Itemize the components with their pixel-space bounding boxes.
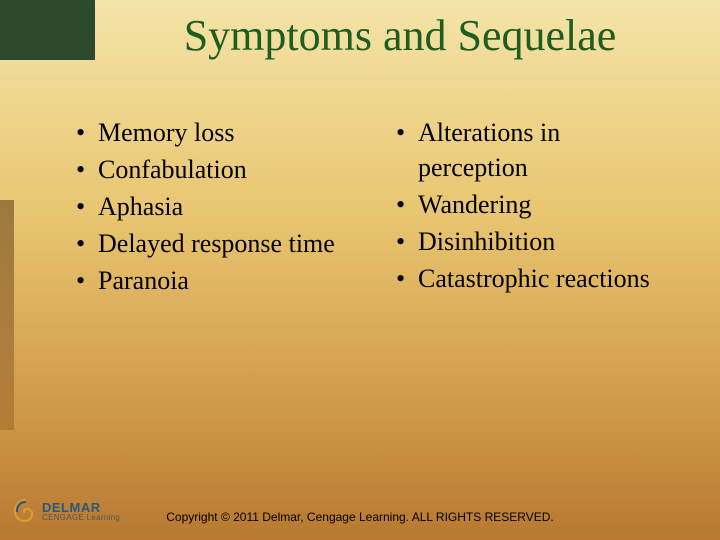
list-item: Confabulation <box>70 152 350 187</box>
corner-decoration <box>0 0 95 60</box>
left-column: Memory loss Confabulation Aphasia Delaye… <box>70 115 350 300</box>
list-item: Aphasia <box>70 189 350 224</box>
list-item: Wandering <box>390 187 670 222</box>
list-item: Paranoia <box>70 263 350 298</box>
copyright-text: Copyright © 2011 Delmar, Cengage Learnin… <box>0 510 720 524</box>
list-item: Catastrophic reactions <box>390 261 670 296</box>
right-list: Alterations in perception Wandering Disi… <box>390 115 670 296</box>
content-area: Memory loss Confabulation Aphasia Delaye… <box>70 115 670 300</box>
right-column: Alterations in perception Wandering Disi… <box>390 115 670 300</box>
list-item: Alterations in perception <box>390 115 670 185</box>
list-item: Delayed response time <box>70 226 350 261</box>
slide: Symptoms and Sequelae Memory loss Confab… <box>0 0 720 540</box>
list-item: Memory loss <box>70 115 350 150</box>
left-stripe-decoration <box>0 200 14 430</box>
list-item: Disinhibition <box>390 224 670 259</box>
slide-title: Symptoms and Sequelae <box>100 10 700 61</box>
left-list: Memory loss Confabulation Aphasia Delaye… <box>70 115 350 298</box>
